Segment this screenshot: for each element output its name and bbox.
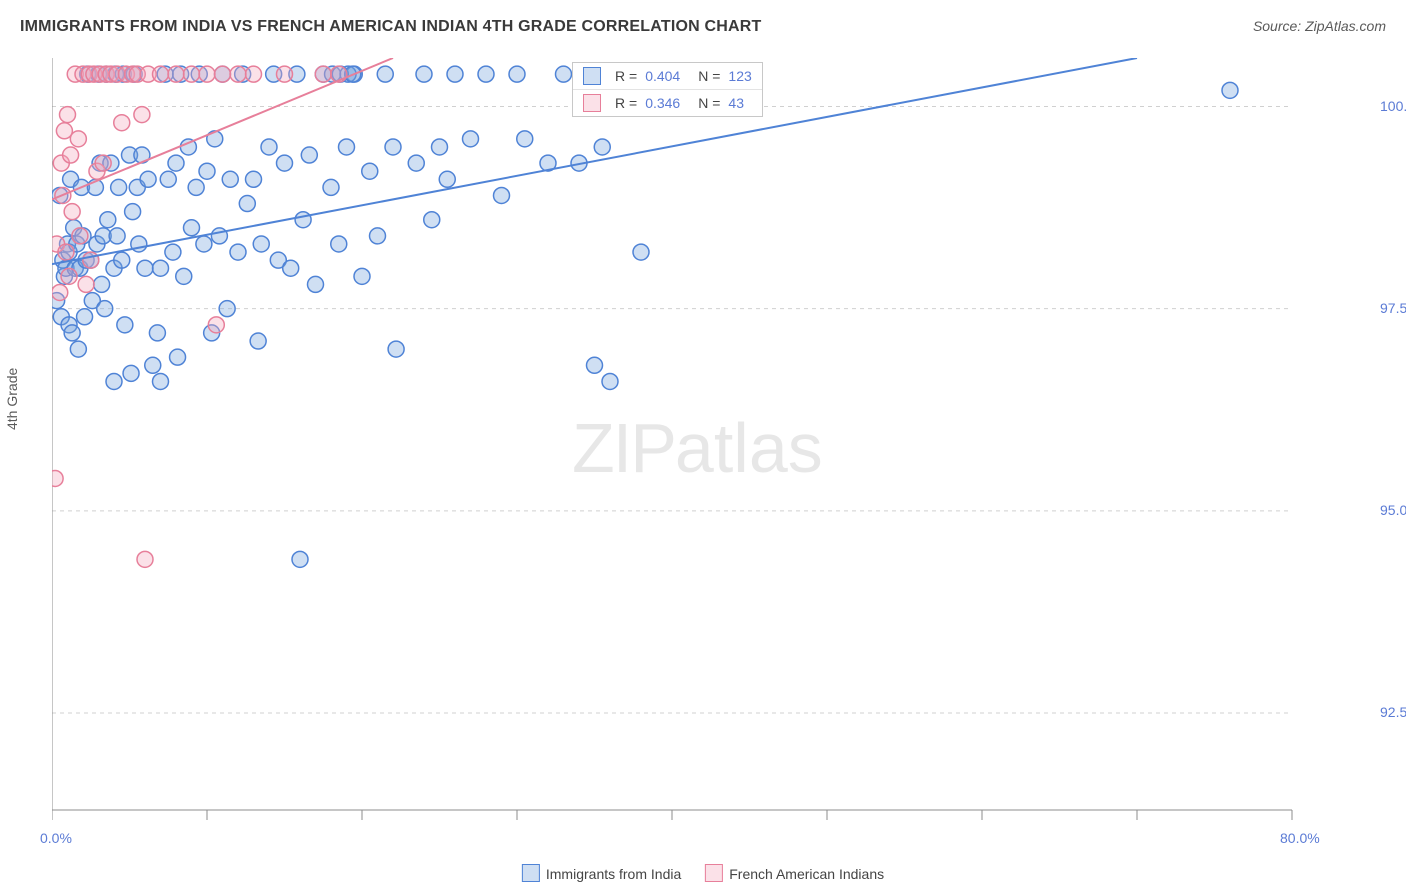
- y-axis-label: 4th Grade: [4, 368, 20, 430]
- x-end-label: 80.0%: [1280, 830, 1320, 846]
- legend-item: Immigrants from India: [522, 864, 681, 882]
- x-end-label: 0.0%: [40, 830, 72, 846]
- source-label: Source: ZipAtlas.com: [1253, 18, 1386, 34]
- chart-svg: [52, 58, 1370, 850]
- y-tick-label: 95.0%: [1380, 502, 1406, 518]
- y-tick-label: 97.5%: [1380, 300, 1406, 316]
- chart-plot-area: ZIPatlas R = 0.404N = 123R = 0.346N = 43…: [52, 58, 1370, 810]
- y-tick-label: 100.0%: [1380, 98, 1406, 114]
- legend-item: French American Indians: [705, 864, 884, 882]
- chart-title: IMMIGRANTS FROM INDIA VS FRENCH AMERICAN…: [20, 18, 762, 36]
- stat-legend: R = 0.404N = 123R = 0.346N = 43: [572, 62, 763, 117]
- y-tick-label: 92.5%: [1380, 704, 1406, 720]
- stat-legend-row: R = 0.346N = 43: [573, 90, 762, 116]
- series-legend: Immigrants from India French American Ind…: [522, 864, 884, 882]
- stat-legend-row: R = 0.404N = 123: [573, 63, 762, 90]
